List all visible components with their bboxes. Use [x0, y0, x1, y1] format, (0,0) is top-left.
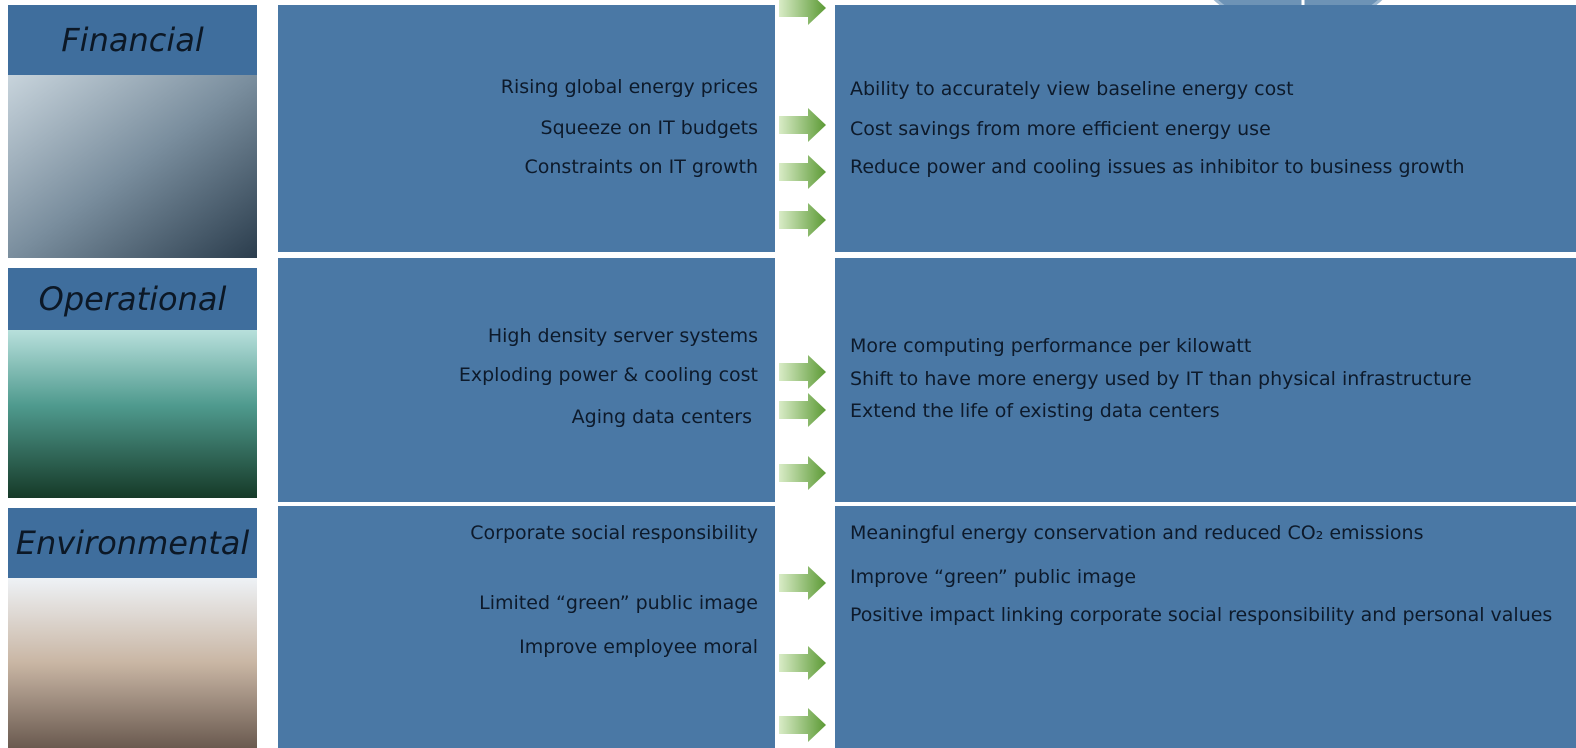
benefit-panel	[835, 506, 1576, 748]
benefit-text: Improve “green” public image	[850, 566, 1137, 588]
cause-panel	[278, 506, 775, 748]
benefit-panel	[835, 5, 1576, 252]
arrow	[779, 566, 826, 600]
row-label: Environmental	[8, 508, 257, 578]
arrow	[779, 355, 826, 389]
cause-text: Squeeze on IT budgets	[540, 117, 758, 139]
arrow	[779, 456, 826, 490]
cause-panel	[278, 5, 775, 252]
arrow	[779, 393, 826, 427]
cause-panel	[278, 258, 775, 502]
cause-text: Exploding power & cooling cost	[458, 364, 758, 386]
row-label: Operational	[8, 268, 257, 330]
cause-text: Corporate social responsibility	[470, 522, 758, 544]
benefit-panel	[835, 258, 1576, 502]
benefit-text: Reduce power and cooling issues as inhib…	[850, 156, 1465, 178]
benefit-text: Positive impact linking corporate social…	[850, 604, 1553, 626]
cause-text: Improve employee moral	[519, 636, 758, 658]
row-label: Financial	[8, 5, 257, 75]
image-calculator	[8, 75, 257, 258]
benefit-text: Ability to accurately view baseline ener…	[850, 78, 1294, 100]
cause-text: Aging data centers	[571, 406, 752, 428]
cause-text: Constraints on IT growth	[524, 156, 758, 178]
benefit-text: Meaningful energy conservation and reduc…	[850, 522, 1424, 544]
arrow	[779, 203, 826, 237]
benefit-text: Extend the life of existing data centers	[850, 400, 1220, 422]
cause-text: Limited “green” public image	[479, 592, 758, 614]
benefit-text: Cost savings from more efficient energy …	[850, 118, 1271, 140]
image-people	[8, 578, 257, 748]
arrows	[779, 0, 826, 742]
benefit-text: Shift to have more energy used by IT tha…	[850, 368, 1472, 390]
arrow	[779, 155, 826, 189]
cause-text: High density server systems	[487, 325, 758, 347]
cause-text: Rising global energy prices	[500, 76, 758, 98]
arrow	[779, 646, 826, 680]
image-circuit	[8, 330, 257, 498]
benefit-text: More computing performance per kilowatt	[850, 335, 1252, 357]
arrow	[779, 0, 826, 25]
arrow	[779, 108, 826, 142]
arrow	[779, 708, 826, 742]
